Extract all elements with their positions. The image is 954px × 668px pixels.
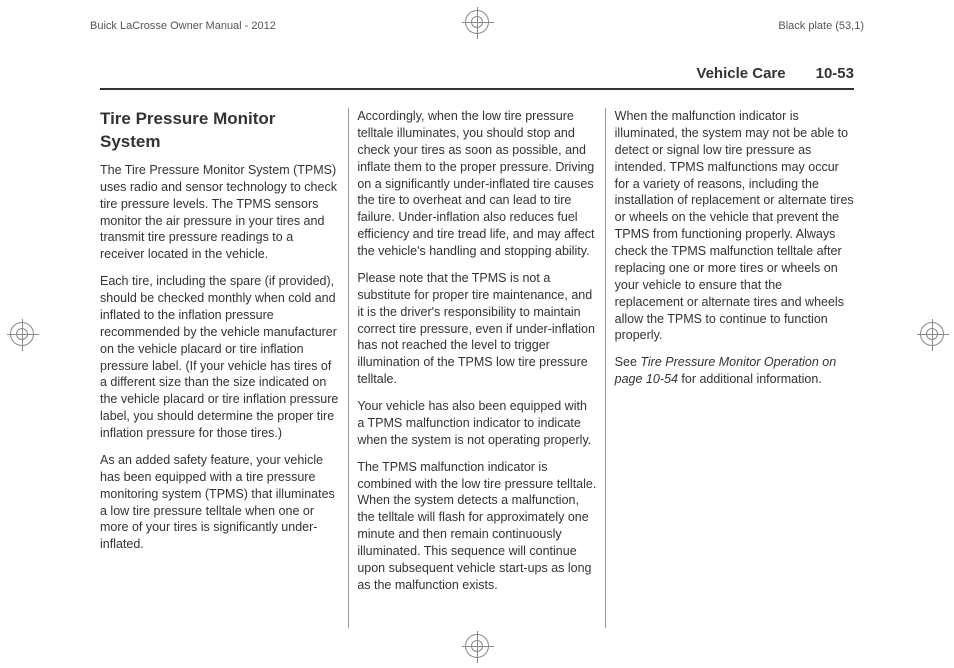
print-header-right: Black plate (53,1) — [778, 20, 864, 32]
paragraph: Please note that the TPMS is not a subst… — [357, 270, 596, 388]
paragraph: Your vehicle has also been equipped with… — [357, 398, 596, 449]
paragraph: When the malfunction indicator is illumi… — [615, 108, 854, 344]
section-name: Vehicle Care — [696, 65, 785, 82]
crop-mark-right-icon — [920, 322, 944, 346]
crop-mark-bottom-icon — [465, 634, 489, 658]
content-area: Vehicle Care 10-53 Tire Pressure Monitor… — [100, 65, 854, 618]
ref-prefix: See — [615, 355, 641, 369]
paragraph: See Tire Pressure Monitor Operation on p… — [615, 354, 854, 388]
page: Buick LaCrosse Owner Manual - 2012 Black… — [0, 0, 954, 668]
print-header-left: Buick LaCrosse Owner Manual - 2012 — [90, 20, 276, 32]
paragraph: As an added safety feature, your vehicle… — [100, 452, 339, 553]
crop-mark-top-icon — [465, 10, 489, 34]
body-columns: Tire Pressure Monitor System The Tire Pr… — [100, 108, 854, 628]
paragraph: Accordingly, when the low tire pressure … — [357, 108, 596, 260]
page-number: 10-53 — [816, 65, 854, 82]
running-head: Vehicle Care 10-53 — [100, 65, 854, 90]
ref-suffix: for additional information. — [678, 372, 822, 386]
paragraph: The TPMS malfunction indicator is combin… — [357, 459, 596, 594]
paragraph: The Tire Pressure Monitor System (TPMS) … — [100, 162, 339, 263]
section-title: Tire Pressure Monitor System — [100, 108, 339, 154]
crop-mark-left-icon — [10, 322, 34, 346]
paragraph: Each tire, including the spare (if provi… — [100, 273, 339, 442]
